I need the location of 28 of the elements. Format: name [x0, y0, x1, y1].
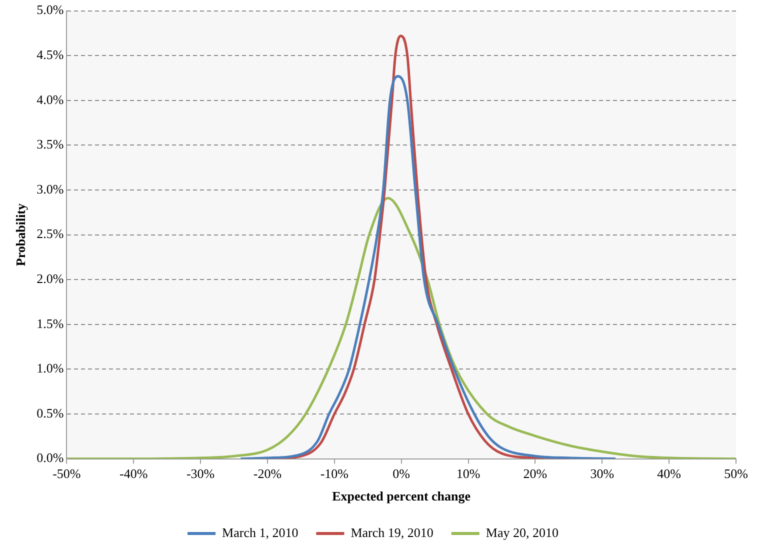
x-tick-label: 30%: [590, 466, 614, 482]
x-tick-label: -50%: [52, 466, 81, 482]
y-axis-title: Probability: [13, 203, 28, 266]
y-tick-label: 1.0%: [36, 360, 64, 376]
y-tick-label: 0.0%: [36, 450, 64, 466]
x-tick-label: 20%: [523, 466, 548, 482]
y-tick-label: 2.5%: [36, 226, 64, 242]
legend-label: March 1, 2010: [222, 524, 298, 540]
y-tick-label: 0.5%: [36, 405, 64, 420]
legend-label: March 19, 2010: [350, 524, 434, 540]
x-tick-label: 50%: [724, 466, 748, 482]
y-tick-label: 4.0%: [36, 92, 64, 107]
y-tick-label: 5.0%: [36, 2, 64, 18]
x-tick-label: -10%: [320, 466, 349, 482]
x-tick-label: 10%: [456, 466, 480, 482]
x-tick-label: 0%: [392, 466, 410, 482]
x-tick-label: -30%: [186, 466, 215, 482]
x-tick-label: -20%: [253, 466, 282, 482]
legend-label: May 20, 2010: [486, 524, 558, 540]
y-tick-label: 4.5%: [36, 47, 64, 62]
x-tick-label: -40%: [120, 466, 148, 482]
y-tick-label: 1.5%: [36, 316, 64, 331]
y-tick-label: 3.5%: [36, 136, 64, 152]
line-series: [239, 74, 617, 459]
y-tick-label: 2.0%: [36, 271, 64, 286]
y-tick-label: 3.0%: [36, 181, 64, 196]
x-tick-label: 40%: [657, 466, 682, 482]
x-axis-title: Expected percent change: [332, 488, 471, 504]
